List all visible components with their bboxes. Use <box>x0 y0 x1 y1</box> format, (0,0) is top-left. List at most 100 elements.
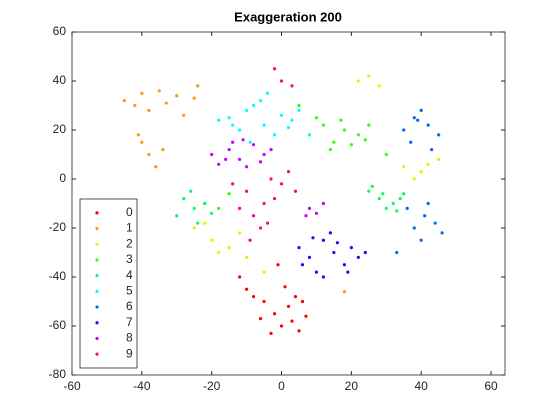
x-tick-label: 60 <box>484 379 498 393</box>
point <box>244 189 249 193</box>
point <box>161 148 165 152</box>
point <box>321 238 326 242</box>
point <box>258 317 263 321</box>
point <box>276 263 280 267</box>
point <box>297 329 301 333</box>
point <box>335 241 339 245</box>
point <box>279 79 284 83</box>
point <box>157 89 161 93</box>
point <box>238 157 242 161</box>
point <box>307 255 312 259</box>
legend-label: 3 <box>126 252 133 266</box>
point <box>426 123 430 127</box>
point <box>196 84 200 88</box>
point <box>227 192 231 196</box>
point <box>265 91 270 95</box>
point <box>321 275 326 279</box>
legend-label: 4 <box>126 268 133 282</box>
point <box>286 304 291 308</box>
point <box>286 125 291 130</box>
point <box>342 290 346 294</box>
point <box>269 177 273 181</box>
point <box>231 123 235 127</box>
point <box>154 165 158 169</box>
point <box>279 324 284 328</box>
point <box>258 160 263 164</box>
point <box>300 263 305 267</box>
legend-marker <box>95 211 99 215</box>
point <box>314 116 319 120</box>
point <box>227 116 231 120</box>
point <box>227 148 231 152</box>
point <box>321 201 326 206</box>
point <box>272 133 277 137</box>
legend-marker <box>95 305 99 309</box>
x-tick-label: -40 <box>133 379 151 393</box>
point <box>332 250 336 255</box>
point <box>175 214 179 218</box>
point <box>182 197 186 201</box>
point <box>231 140 235 144</box>
point <box>279 113 284 117</box>
point <box>258 99 263 103</box>
y-tick-label: -40 <box>49 269 67 283</box>
point <box>377 84 381 88</box>
legend-marker <box>95 321 99 325</box>
point <box>248 238 252 242</box>
point <box>217 250 221 255</box>
point <box>381 192 385 196</box>
y-tick-label: -80 <box>49 367 67 381</box>
point <box>203 201 207 206</box>
point <box>426 201 430 206</box>
point <box>402 128 406 132</box>
point <box>224 157 228 161</box>
point <box>241 138 245 142</box>
point <box>238 206 242 210</box>
point <box>290 319 294 323</box>
point <box>433 221 437 225</box>
y-tick-label: 40 <box>53 73 67 87</box>
point <box>262 299 266 304</box>
point <box>269 331 273 335</box>
legend-label: 8 <box>126 331 133 345</box>
point <box>363 138 367 142</box>
point <box>423 214 427 218</box>
point <box>244 165 249 169</box>
point <box>412 116 416 120</box>
point <box>437 133 441 137</box>
point <box>231 182 235 186</box>
point <box>395 250 399 255</box>
point <box>328 231 333 235</box>
point <box>426 162 430 166</box>
legend-label: 9 <box>126 346 133 360</box>
point <box>293 295 298 299</box>
point <box>430 148 434 152</box>
point <box>307 206 312 210</box>
point <box>244 287 249 291</box>
point <box>356 79 360 83</box>
point <box>182 113 186 117</box>
point <box>238 128 242 132</box>
point <box>262 123 266 127</box>
y-tick-label: -20 <box>49 220 67 234</box>
point <box>307 133 312 137</box>
point <box>356 133 360 137</box>
point <box>262 270 266 274</box>
point <box>304 314 308 318</box>
point <box>258 226 263 230</box>
point <box>217 162 221 166</box>
legend-label: 7 <box>126 315 133 329</box>
point <box>192 96 196 100</box>
point <box>346 270 350 274</box>
point <box>321 123 326 127</box>
point <box>402 192 406 196</box>
point <box>248 140 252 144</box>
point <box>262 201 266 206</box>
point <box>238 231 242 235</box>
point <box>147 108 151 112</box>
point <box>328 148 333 152</box>
point <box>272 197 277 201</box>
point <box>311 236 315 240</box>
point <box>189 189 193 193</box>
